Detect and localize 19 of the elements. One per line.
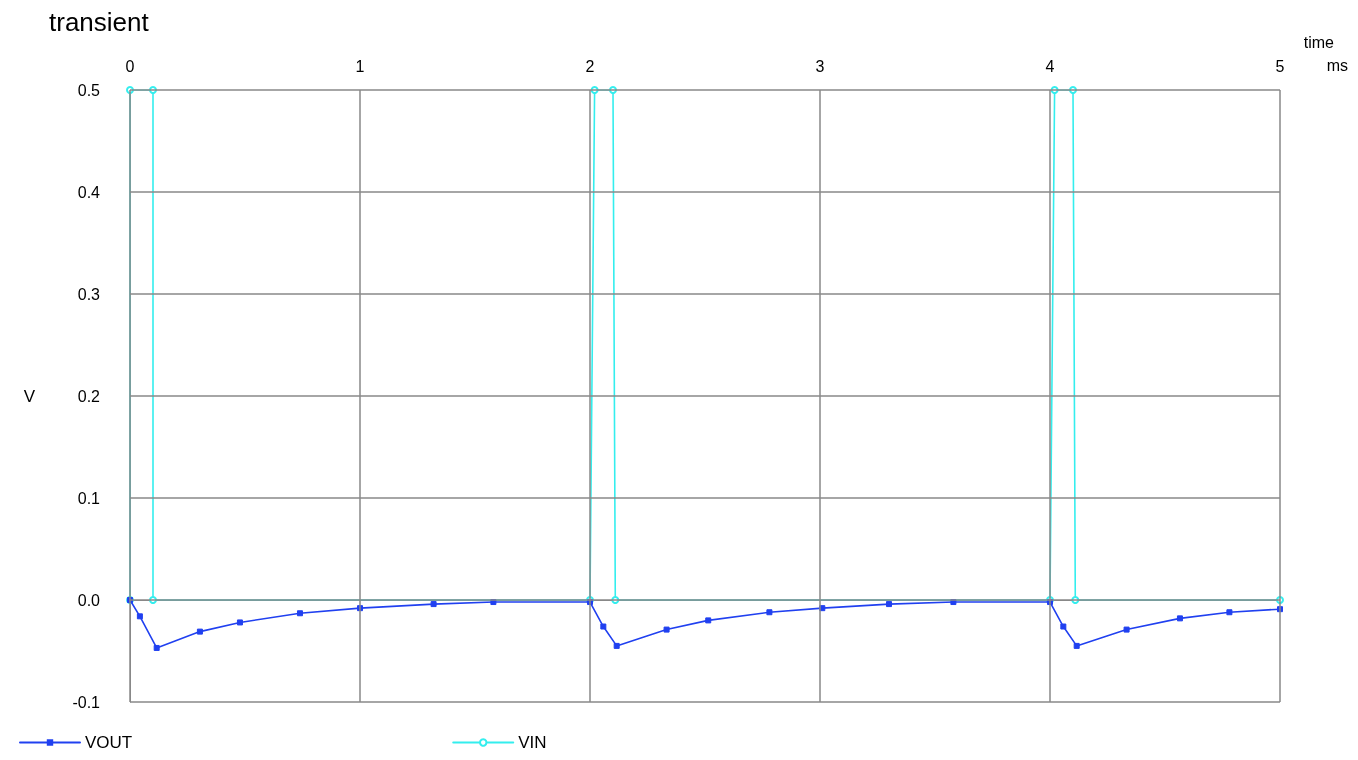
text: ms [1326,56,1348,74]
y-axis-title: V [23,386,36,406]
y-tick-label: 0.1 [77,489,101,507]
x-tick-label: 4 [1045,57,1055,75]
chart-title: transient [49,7,150,37]
y-tick-label: 0.4 [77,183,101,201]
x-tick-label: 3 [815,57,825,75]
y-tick-label: 0.3 [77,285,101,303]
x-tick-label: 2 [585,57,595,75]
y-tick-label: 0.2 [77,387,101,405]
x-tick-label: 0 [125,57,135,75]
x-tick-label: 5 [1275,57,1285,75]
y-tick-label: 0.5 [77,81,101,99]
x-axis-title: time [1303,33,1335,51]
legend-label: VOUT [85,733,133,752]
x-tick-label: 1 [355,57,365,75]
y-tick-label: -0.1 [72,693,101,711]
legend-label: VIN [518,733,547,752]
y-tick-label: 0.0 [77,591,101,609]
